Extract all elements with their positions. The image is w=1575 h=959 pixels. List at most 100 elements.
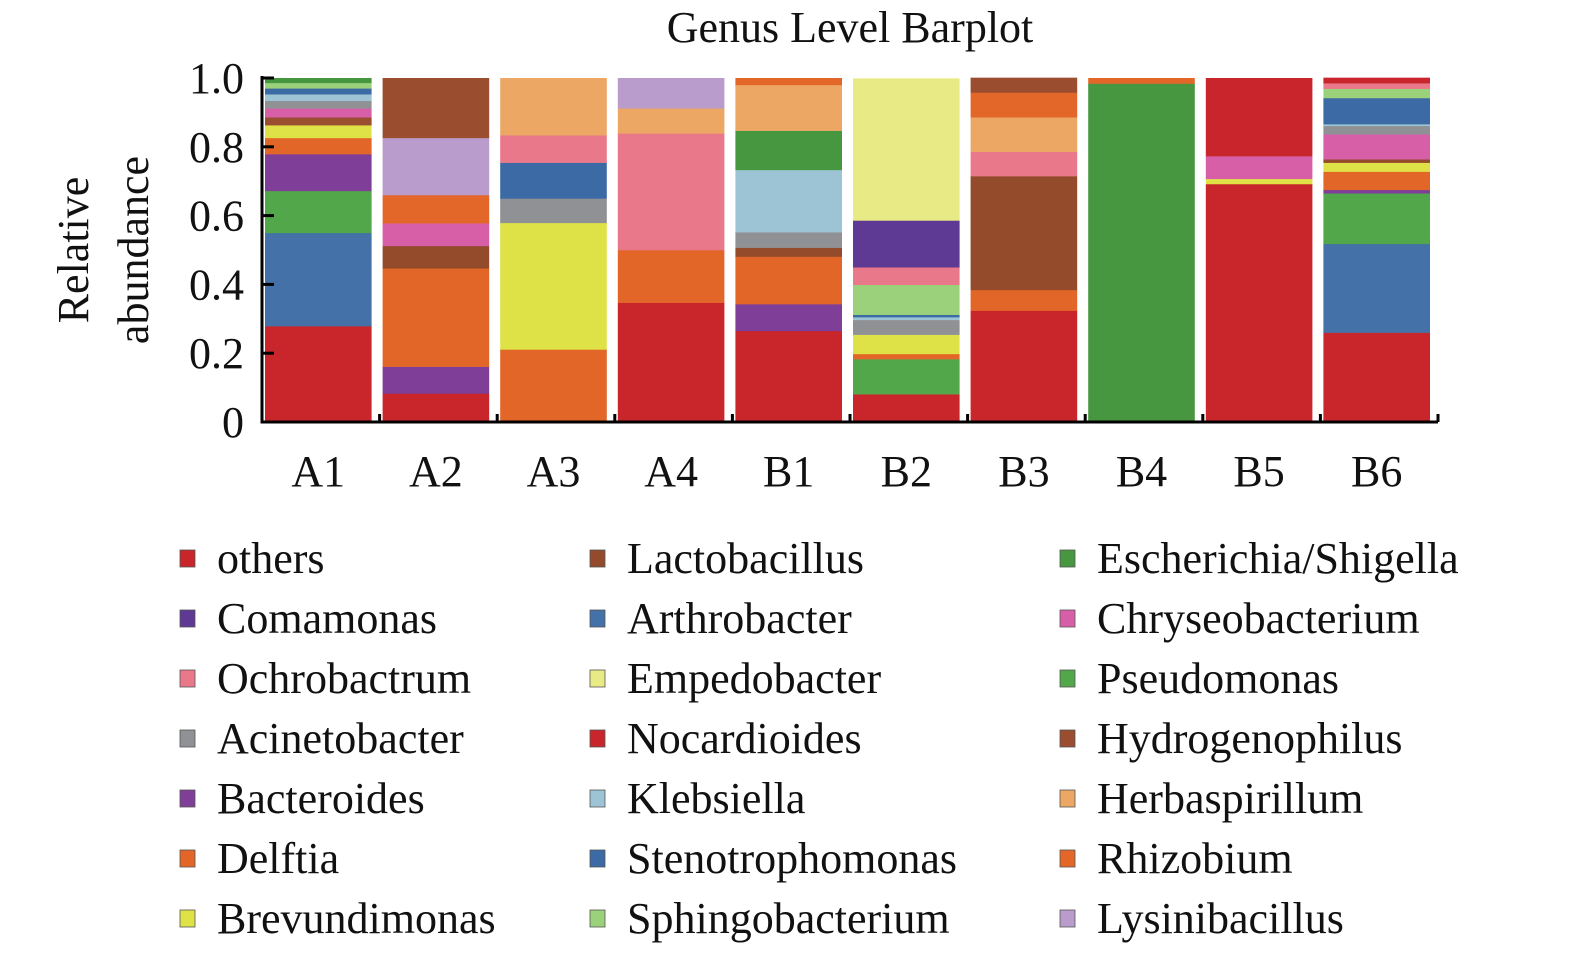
segment-others xyxy=(1205,183,1313,423)
segment-delftia xyxy=(853,353,960,360)
legend-swatch xyxy=(179,729,196,748)
segment-stenotrophomonas xyxy=(265,88,372,95)
chart-title: Genus Level Barplot xyxy=(667,3,1034,52)
segment-delftia xyxy=(1323,171,1430,191)
segment-brevundimonas xyxy=(1205,178,1313,185)
legend-item: Acinetobacter xyxy=(179,714,464,763)
segment-klebsiella xyxy=(853,317,960,321)
segment-sphingobacterium xyxy=(1323,88,1430,99)
legend-label: Herbaspirillum xyxy=(1097,774,1363,823)
segment-lactobacillus xyxy=(970,176,1078,291)
segment-acinetobacter xyxy=(735,232,842,248)
segment-arthrobacter xyxy=(265,232,372,327)
legend-item: Bacteroides xyxy=(179,774,425,823)
segment-acinetobacter xyxy=(853,319,960,335)
bar-A2 xyxy=(382,78,490,423)
legend-label: Comamonas xyxy=(217,594,437,643)
axes: A1 A2 A3 A4 B1 B2 B3 B4 B5 B6 0 0.2 0.4 0.6 0.8 1.0 xyxy=(189,54,1440,496)
segment-escherichia-shigella xyxy=(735,130,842,171)
segment-ochrobactrum xyxy=(617,133,725,251)
y-tick-label: 0.2 xyxy=(189,329,244,378)
segment-others xyxy=(382,393,490,423)
legend-swatch xyxy=(1059,789,1076,808)
segment-others xyxy=(735,330,842,423)
legend-label: Empedobacter xyxy=(627,654,881,703)
legend-swatch xyxy=(1059,849,1076,868)
segment-rhizobium xyxy=(970,92,1078,118)
segment-sphingobacterium xyxy=(853,284,960,315)
legend-swatch xyxy=(589,909,606,928)
legend-swatch xyxy=(589,549,606,568)
segment-bacteroides xyxy=(735,304,842,332)
segment-hydrogenophilus xyxy=(382,78,490,139)
legend-label: Brevundimonas xyxy=(217,894,496,943)
legend-label: Arthrobacter xyxy=(627,594,852,643)
y-axis-label-line-1: Relative xyxy=(49,177,98,324)
legend-item: Lysinibacillus xyxy=(1059,894,1344,943)
legend-item: Comamonas xyxy=(179,594,437,643)
bar-A1 xyxy=(265,78,372,423)
legend-label: Delftia xyxy=(217,834,339,883)
segment-brevundimonas xyxy=(853,334,960,355)
legend-label: Lactobacillus xyxy=(627,534,864,583)
segment-lactobacillus xyxy=(735,247,842,257)
segment-delftia xyxy=(382,268,490,367)
segment-bacteroides xyxy=(1323,189,1430,194)
legend-label: Rhizobium xyxy=(1097,834,1293,883)
segment-comamonas xyxy=(853,220,960,268)
bar-B6 xyxy=(1323,77,1430,423)
legend-item: Escherichia/Shigella xyxy=(1059,534,1459,583)
legend-swatch xyxy=(1059,609,1076,628)
legend-item: Sphingobacterium xyxy=(589,894,950,943)
segment-brevundimonas xyxy=(1323,162,1430,172)
segment-others xyxy=(265,326,372,423)
segment-bacteroides xyxy=(265,154,372,192)
bar-A3 xyxy=(500,78,607,423)
segment-nocardioides xyxy=(1323,77,1430,84)
legend-swatch xyxy=(1059,909,1076,928)
segment-others xyxy=(970,310,1078,423)
segment-arthrobacter xyxy=(1323,243,1430,333)
segment-pseudomonas xyxy=(265,190,372,234)
legend-label: others xyxy=(217,534,325,583)
x-tick-label: B5 xyxy=(1233,447,1284,496)
x-tick-label: A3 xyxy=(527,447,581,496)
segment-herbaspirillum xyxy=(970,117,1078,152)
legend-swatch xyxy=(179,849,196,868)
segment-delftia xyxy=(617,250,725,303)
legend-label: Chryseobacterium xyxy=(1097,594,1420,643)
segment-nocardioides xyxy=(1205,78,1313,157)
legend-swatch xyxy=(1059,669,1076,688)
legend-item: Arthrobacter xyxy=(589,594,852,643)
segment-others xyxy=(617,302,725,423)
segment-ochrobactrum xyxy=(970,151,1078,177)
segment-delftia xyxy=(735,256,842,305)
segment-klebsiella xyxy=(735,169,842,233)
segment-others xyxy=(1323,332,1430,423)
segment-escherichia-shigella xyxy=(1088,83,1195,423)
segment-chryseobacterium xyxy=(265,108,372,118)
segment-lysinibacillus xyxy=(617,78,725,109)
segment-rhizobium xyxy=(1088,78,1195,84)
x-tick-label: B3 xyxy=(998,447,1049,496)
segment-ochrobactrum xyxy=(853,267,960,286)
bar-B5 xyxy=(1205,78,1313,423)
segment-stenotrophomonas xyxy=(853,314,960,318)
x-tick-label: B1 xyxy=(763,447,814,496)
segment-lysinibacillus xyxy=(382,137,490,196)
segment-chryseobacterium xyxy=(382,223,490,247)
segment-stenotrophomonas xyxy=(1323,97,1430,125)
segment-delftia xyxy=(500,349,607,423)
y-tick-label: 0.8 xyxy=(189,123,244,172)
legend-item: Hydrogenophilus xyxy=(1059,714,1403,763)
legend-label: Stenotrophomonas xyxy=(627,834,957,883)
legend-item: Pseudomonas xyxy=(1059,654,1339,703)
legend-swatch xyxy=(589,609,606,628)
y-tick-label: 0 xyxy=(222,398,244,447)
segment-pseudomonas xyxy=(1323,193,1430,245)
legend-swatch xyxy=(589,849,606,868)
legend-swatch xyxy=(1059,729,1076,748)
legend-swatch xyxy=(589,789,606,808)
segment-others xyxy=(853,394,960,423)
x-tick-label: A2 xyxy=(409,447,463,496)
